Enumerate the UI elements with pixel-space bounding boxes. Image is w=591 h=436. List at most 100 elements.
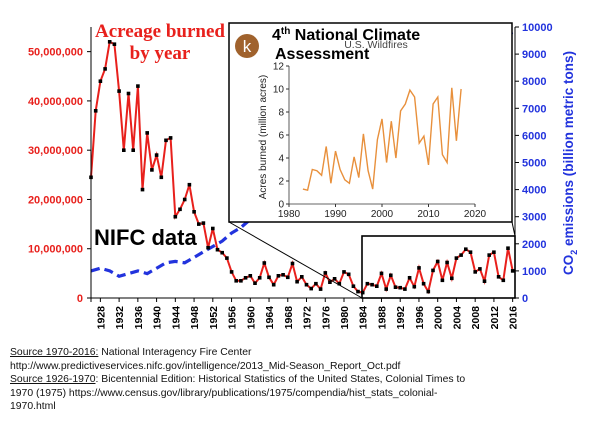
y-tick-label: 40,000,000 — [28, 96, 83, 108]
acreage-point — [150, 168, 154, 172]
acreage-point — [197, 222, 201, 226]
acreage-point — [234, 279, 238, 283]
y-tick-label: 0 — [77, 293, 83, 305]
acreage-point — [243, 276, 248, 280]
y2-tick-label: 3000 — [522, 212, 546, 224]
inset-y-tick-label: 8 — [278, 108, 284, 119]
acreage-point — [370, 282, 374, 287]
y2-axis-label: CO2 emissions (billion metric tons) — [561, 51, 579, 275]
acreage-point — [211, 226, 215, 231]
acreage-point — [220, 250, 224, 255]
source-line-2: http://www.predictiveservices.nifc.gov/i… — [10, 360, 401, 372]
acreage-point — [112, 42, 117, 46]
x-tick-label: 1996 — [414, 306, 426, 330]
x-tick-label: 1952 — [208, 306, 220, 330]
acreage-point — [201, 221, 206, 225]
acreage-point — [389, 273, 393, 278]
acreage-point — [276, 274, 281, 278]
y-tick-label: 50,000,000 — [28, 47, 83, 59]
acreage-point — [393, 285, 398, 289]
x-tick-label: 1972 — [302, 306, 314, 330]
k-badge-letter: k — [243, 37, 252, 56]
acreage-point — [93, 109, 98, 113]
acreage-point — [182, 197, 187, 202]
y2-tick-label: 5000 — [522, 158, 546, 170]
acreage-point — [300, 275, 304, 279]
acreage-point — [271, 282, 276, 287]
acreage-point — [131, 148, 135, 152]
acreage-point — [304, 282, 309, 287]
x-tick-label: 2004 — [451, 306, 463, 330]
acreage-point — [417, 266, 421, 270]
acreage-point — [412, 284, 417, 289]
inset-x-tick-label: 2010 — [417, 209, 440, 220]
x-tick-label: 1956 — [227, 306, 239, 330]
acreage-point — [117, 89, 121, 93]
inset-x-tick-label: 1980 — [278, 209, 301, 220]
main-axes — [87, 26, 519, 302]
y2-tick-label: 9000 — [522, 49, 546, 61]
source-line-5: 1970.html — [10, 401, 56, 413]
acreage-point — [421, 281, 426, 286]
inset-y-tick-labels: 0 2 4 6 8 10 12 — [273, 62, 285, 211]
x-tick-label: 1964 — [264, 306, 276, 330]
inset-panel — [228, 22, 513, 223]
acreage-point — [206, 245, 210, 250]
inset-x-tick-label: 2020 — [464, 209, 487, 220]
x-tick-label: 1936 — [133, 306, 145, 330]
inset-header-line1: 4th National Climate — [272, 26, 420, 44]
inset-series — [302, 87, 462, 192]
acreage-point — [356, 289, 360, 294]
zoom-connector-left — [228, 221, 363, 299]
acreage-point — [510, 269, 515, 273]
acreage-point — [239, 279, 243, 283]
acreage-point — [286, 275, 290, 280]
acreage-point — [337, 281, 342, 286]
inset-header-line2: Assessment — [275, 46, 370, 63]
nifc-annotation: NIFC data — [94, 225, 197, 250]
source-2-label: Source 1926-1970 — [10, 374, 96, 386]
y-tick-label: 20,000,000 — [28, 194, 83, 206]
wildfire-chart: 0 10,000,000 20,000,000 30,000,000 40,000,00… — [28, 21, 579, 330]
x-tick-label: 1980 — [339, 306, 351, 330]
acreage-point — [225, 256, 229, 260]
x-tick-label: 1932 — [114, 306, 126, 330]
y2-axis-tick-labels: 0 1000 2000 3000 4000 5000 6000 7000 8000 9000 100… — [522, 22, 553, 305]
x-tick-label: 2008 — [470, 306, 482, 330]
inset-x-tick-labels: 1980 1990 2000 2010 2020 — [278, 209, 487, 220]
acreage-point — [257, 276, 262, 280]
acreage-point — [164, 138, 168, 143]
x-tick-label: 2012 — [489, 306, 501, 330]
acreage-point — [468, 250, 473, 254]
acreage-point — [262, 261, 267, 265]
acreage-point — [482, 279, 487, 283]
inset-y-axis-label: Acres burned (million acres) — [258, 75, 269, 200]
acreage-point — [126, 91, 131, 96]
x-tick-label: 2000 — [433, 306, 445, 330]
acreage-point — [290, 261, 295, 266]
acreage-point — [346, 272, 351, 277]
y-tick-label: 30,000,000 — [28, 145, 83, 157]
inset-axes — [286, 65, 476, 207]
acreage-point — [379, 271, 384, 276]
x-tick-label: 1988 — [376, 306, 388, 330]
x-tick-label: 1944 — [170, 306, 182, 330]
source-line-1: Source 1970-2016: National Interagency F… — [10, 346, 585, 360]
source-1-label: Source 1970-2016: — [10, 347, 99, 358]
acreage-point — [215, 247, 220, 252]
inset-line — [302, 87, 462, 192]
x-tick-label: 2016 — [508, 306, 520, 330]
acreage-series — [89, 40, 515, 295]
y2-tick-label: 8000 — [522, 76, 546, 88]
x-tick-label: 1992 — [395, 306, 407, 330]
acreage-point — [365, 281, 370, 286]
acreage-point — [450, 276, 454, 281]
acreage-point — [445, 260, 449, 265]
acreage-point — [440, 278, 445, 283]
inset-y-tick-label: 12 — [273, 62, 285, 73]
acreage-point — [136, 84, 140, 88]
y2-tick-label: 10000 — [522, 22, 553, 34]
acreage-point — [506, 246, 510, 250]
acreage-point — [375, 284, 379, 288]
acreage-point — [426, 289, 431, 294]
